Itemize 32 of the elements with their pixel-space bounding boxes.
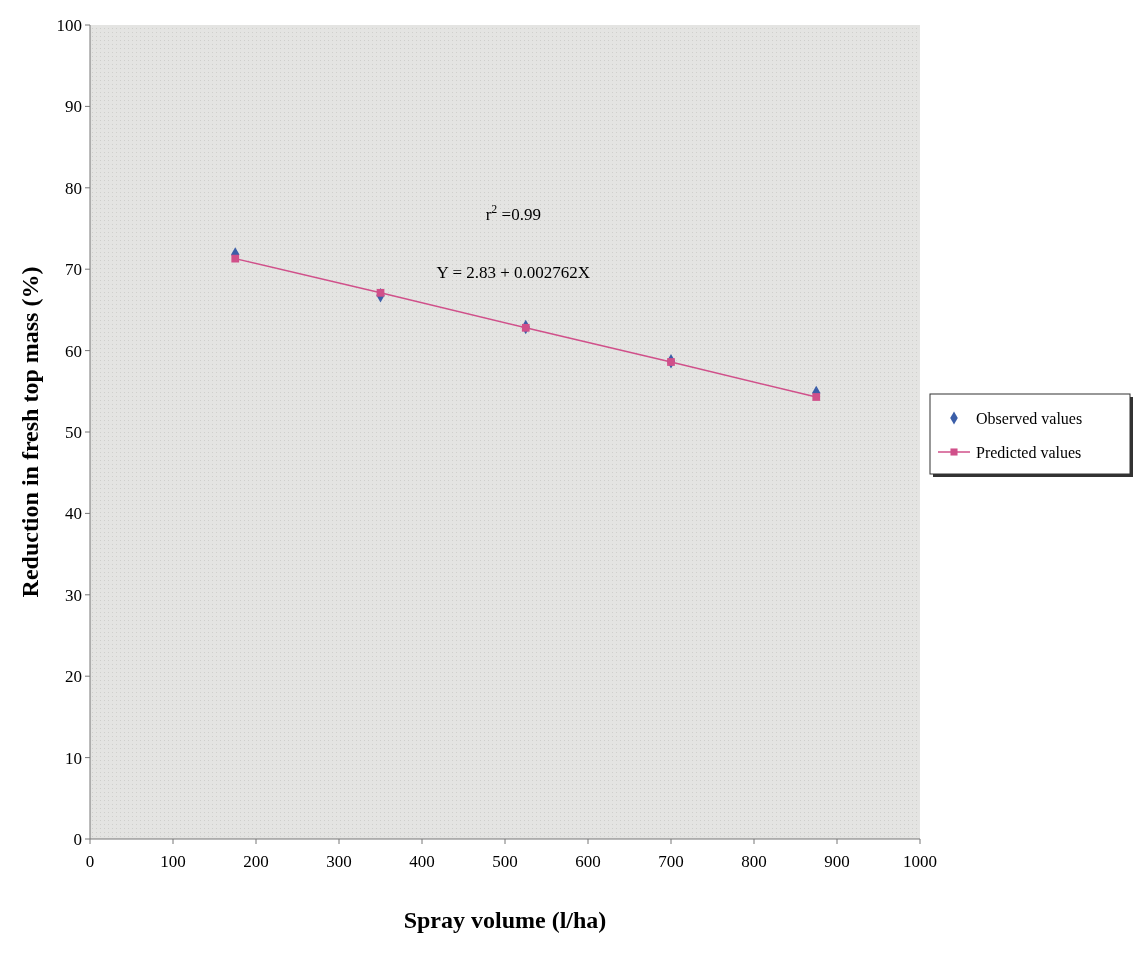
x-tick-label: 400	[409, 852, 435, 871]
annotation: Y = 2.83 + 0.002762X	[436, 263, 591, 283]
y-tick-label: 70	[65, 260, 82, 280]
point	[812, 393, 821, 401]
x-tick-label: 900	[824, 852, 850, 871]
x-axis-title: Spray volume (l/ha)	[403, 907, 607, 933]
annotation: r$^{2}$ =0.99	[485, 202, 541, 225]
y-tick-label: 40	[65, 504, 82, 524]
x-tick-label: 500	[492, 852, 518, 871]
y-tick-label: 50	[65, 422, 82, 442]
x-tick-label: 700	[658, 852, 684, 871]
point	[376, 288, 385, 297]
y-tick-label: 30	[65, 585, 82, 605]
x-tick-label: 0	[85, 852, 95, 871]
legend-label: Predicted values	[976, 443, 1082, 461]
x-tick-label: 300	[326, 852, 352, 871]
y-tick-label: 90	[65, 97, 82, 117]
point	[231, 254, 240, 263]
point	[521, 323, 530, 332]
x-tick-label: 200	[243, 852, 269, 871]
y-tick-label: 20	[65, 667, 82, 687]
x-tick-label: 1000	[903, 852, 937, 871]
y-tick-label: 10	[65, 748, 82, 768]
x-tick-label: 600	[575, 852, 601, 871]
x-tick-label: 100	[160, 852, 186, 871]
x-tick-label: 800	[741, 852, 767, 871]
legend-label: Observed values	[976, 409, 1083, 427]
y-tick-label: 100	[56, 15, 82, 35]
y-axis-title: Reduction in fresh top mass (%)	[17, 266, 43, 598]
y-tick-label: 60	[65, 341, 82, 361]
y-tick-label: 0	[73, 829, 82, 849]
y-tick-label: 80	[65, 178, 82, 198]
